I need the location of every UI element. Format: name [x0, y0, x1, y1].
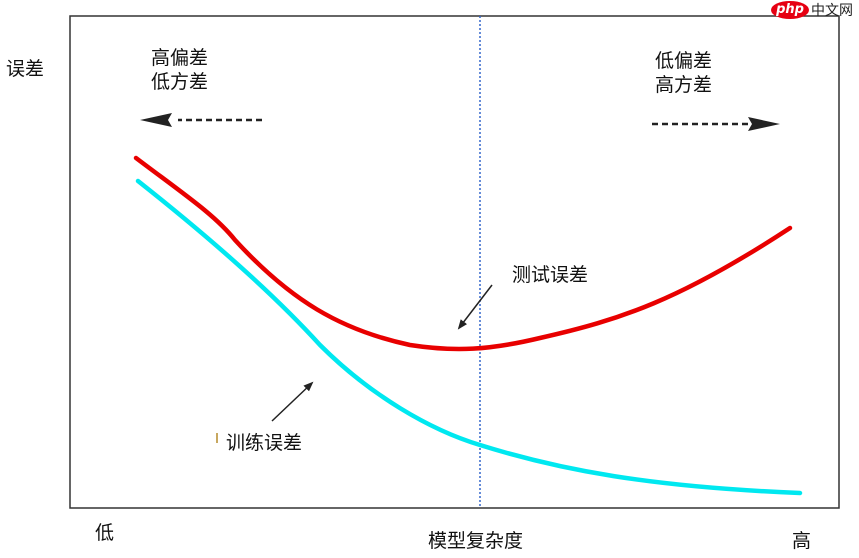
left-direction-arrow: [140, 113, 262, 127]
php-logo: php: [771, 1, 809, 19]
right-region-line1: 低偏差: [655, 50, 713, 72]
x-low-label: 低: [95, 522, 115, 544]
right-direction-arrow: [652, 117, 780, 131]
site-watermark: php 中文网: [771, 0, 853, 20]
plot-frame: [69, 15, 840, 509]
left-region-line2: 低方差: [151, 71, 209, 93]
y-axis-label: 误差: [6, 58, 45, 80]
test-error-label: 测试误差: [512, 264, 589, 286]
x-high-label: 高: [792, 530, 812, 552]
train-error-label: 训练误差: [226, 432, 303, 454]
train-error-curve: [135, 178, 803, 496]
x-axis-label: 模型复杂度: [428, 530, 524, 552]
train-error-pointer: [271, 381, 314, 422]
watermark-text: 中文网: [811, 3, 853, 19]
left-region-line1: 高偏差: [151, 47, 209, 69]
right-region-line2: 高方差: [655, 74, 713, 96]
test-error-curve: [133, 155, 793, 352]
test-error-pointer: [457, 284, 493, 330]
